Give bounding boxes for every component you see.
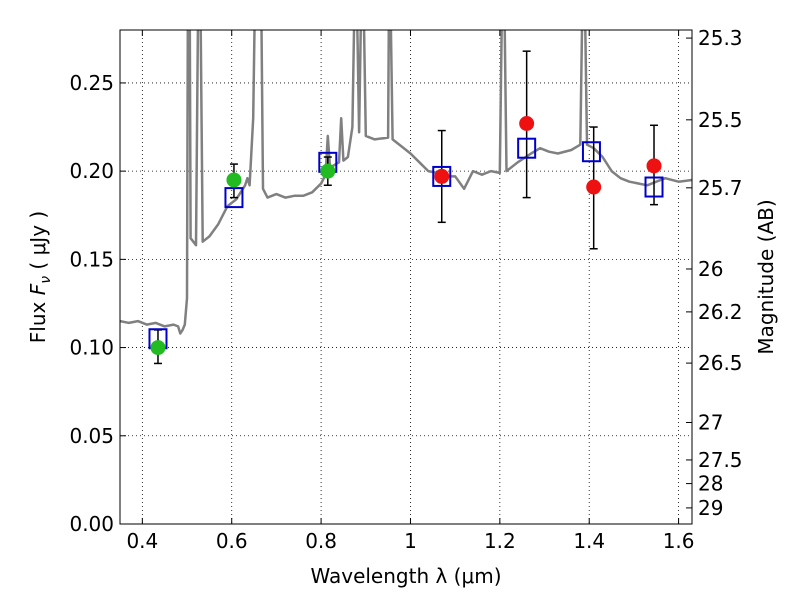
- y-tick-label: 0.20: [69, 159, 114, 183]
- y-tick-label: 0.25: [69, 71, 114, 95]
- model-photometry-square: [644, 176, 664, 198]
- magnitude-tick-label: 25.5: [698, 108, 743, 132]
- observed-point: [586, 179, 602, 195]
- y-axis-label-subscript: ν: [38, 276, 54, 284]
- magnitude-tick-label: 27.5: [698, 448, 743, 472]
- spectrum-layer: [120, 30, 692, 335]
- x-tick-label: 0.8: [305, 529, 337, 553]
- y-tick-label: 0.00: [69, 512, 114, 536]
- magnitude-tick-label: 28: [698, 472, 723, 496]
- magnitude-tick-label: 25.3: [698, 26, 743, 50]
- y-axis-label: Flux Fν ( μJy ): [26, 211, 54, 343]
- markers-layer: [148, 116, 664, 356]
- y-tick-label: 0.15: [69, 247, 114, 271]
- y-axis-label-post: ( μJy ): [26, 211, 50, 276]
- observed-point: [646, 158, 662, 174]
- y-tick-label: 0.10: [69, 336, 114, 360]
- observed-point: [150, 340, 166, 356]
- ticks-layer: 0.4 0.6 0.8 1 1.2 1.4 1.6 0.00 0.05 0.10 0.15 0.20 0…: [69, 26, 742, 553]
- x-axis-label: Wavelength λ (μm): [310, 564, 501, 588]
- x-tick-label: 1: [404, 529, 417, 553]
- magnitude-tick-label: 29: [698, 496, 723, 520]
- observed-point: [320, 163, 336, 179]
- magnitude-tick-label: 27: [698, 410, 723, 434]
- magnitude-axis-label: Magnitude (AB): [754, 199, 778, 354]
- observed-point: [226, 172, 242, 188]
- y-axis-label-pre: Flux: [26, 295, 50, 343]
- model-photometry-square: [517, 137, 537, 159]
- plot-frame: [119, 29, 693, 525]
- y-tick-label: 0.05: [69, 424, 114, 448]
- model-photometry-square: [224, 187, 244, 209]
- x-tick-label: 0.4: [126, 529, 158, 553]
- model-photometry-square: [432, 165, 452, 187]
- x-tick-label: 1.6: [663, 529, 695, 553]
- x-tick-label: 0.6: [216, 529, 248, 553]
- model-photometry-square: [581, 141, 601, 163]
- x-tick-label: 1.2: [484, 529, 516, 553]
- observed-point: [434, 168, 450, 184]
- observed-point: [519, 116, 535, 132]
- magnitude-tick-label: 26.5: [698, 351, 743, 375]
- x-tick-label: 1.4: [573, 529, 605, 553]
- spectrum-line: [120, 30, 692, 335]
- magnitude-tick-label: 26.2: [698, 300, 743, 324]
- grid-lines: [120, 30, 692, 525]
- magnitude-tick-label: 26: [698, 257, 723, 281]
- magnitude-tick-label: 25.7: [698, 176, 743, 200]
- y-axis-label-symbol: F: [26, 283, 50, 295]
